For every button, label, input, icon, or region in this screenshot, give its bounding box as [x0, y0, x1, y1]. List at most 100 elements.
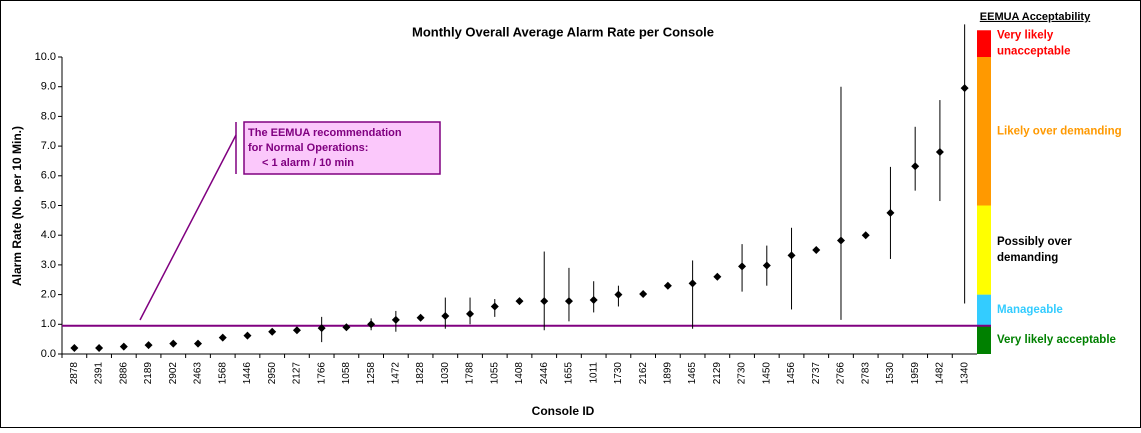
marker	[367, 320, 376, 329]
x-tick-label: 2162	[638, 362, 649, 385]
marker	[194, 339, 203, 348]
x-tick-label: 2902	[168, 362, 179, 385]
acceptability-band	[977, 325, 991, 354]
x-tick-label: 1030	[440, 362, 451, 385]
acceptability-label: Very likely acceptable	[997, 334, 1116, 346]
marker	[911, 162, 920, 171]
annotation-text: The EEMUA recommendation	[248, 127, 402, 139]
x-tick-label: 1959	[910, 362, 921, 385]
marker	[292, 326, 301, 335]
x-tick-label: 1450	[761, 362, 772, 385]
x-tick-label: 2783	[860, 362, 871, 385]
marker	[119, 342, 128, 351]
marker	[540, 297, 549, 306]
marker	[663, 281, 672, 290]
annotation-box	[243, 121, 441, 175]
marker	[836, 236, 845, 245]
marker	[95, 344, 104, 353]
marker	[738, 262, 747, 271]
x-tick-label: 2737	[811, 362, 822, 385]
x-tick-label: 1655	[564, 362, 575, 385]
y-tick-label: 5.0	[41, 199, 56, 211]
acceptability-band	[977, 30, 991, 57]
x-tick-label: 1408	[514, 362, 525, 385]
x-tick-label: 2463	[193, 362, 204, 385]
acceptability-label: unacceptable	[997, 46, 1071, 58]
marker	[614, 290, 623, 299]
marker	[713, 272, 722, 281]
x-tick-label: 1055	[489, 362, 500, 385]
acceptability-label: Very likely	[997, 30, 1054, 42]
marker	[787, 251, 796, 260]
y-tick-label: 8.0	[41, 110, 56, 122]
x-tick-label: 1456	[786, 362, 797, 385]
chart-title: Monthly Overall Average Alarm Rate per C…	[412, 24, 714, 39]
marker	[762, 261, 771, 270]
x-tick-label: 2391	[94, 362, 105, 385]
y-tick-label: 4.0	[41, 229, 56, 241]
marker	[589, 295, 598, 304]
x-tick-label: 1258	[366, 362, 377, 385]
y-tick-label: 3.0	[41, 259, 56, 271]
y-tick-label: 6.0	[41, 170, 56, 182]
acceptability-label: demanding	[997, 252, 1058, 264]
marker	[812, 246, 821, 255]
marker	[416, 313, 425, 322]
x-tick-label: 1011	[588, 362, 599, 384]
marker	[70, 344, 79, 353]
acceptability-label: Manageable	[997, 304, 1063, 316]
marker	[515, 297, 524, 306]
acceptability-band	[977, 205, 991, 295]
y-tick-label: 0.0	[41, 348, 56, 360]
marker	[342, 323, 351, 332]
marker	[391, 315, 400, 324]
y-tick-label: 1.0	[41, 318, 56, 330]
marker	[960, 84, 969, 93]
marker	[639, 290, 648, 299]
x-tick-label: 1766	[316, 362, 327, 385]
x-tick-label: 1788	[465, 362, 476, 385]
x-tick-label: 1058	[341, 362, 352, 385]
marker	[564, 297, 573, 306]
acceptability-band	[977, 57, 991, 206]
marker	[243, 331, 252, 340]
annotation-leader	[139, 134, 237, 321]
marker	[466, 309, 475, 318]
acceptability-label: Likely over demanding	[997, 125, 1122, 137]
x-tick-label: 2446	[539, 362, 550, 385]
marker	[144, 341, 153, 350]
marker	[317, 324, 326, 333]
y-axis-label: Alarm Rate (No. per 10 Min.)	[10, 126, 24, 286]
acceptability-label: Possibly over	[997, 236, 1072, 248]
x-tick-label: 1730	[613, 362, 624, 385]
marker	[169, 339, 178, 348]
x-tick-label: 2766	[836, 362, 847, 385]
x-tick-label: 1568	[217, 362, 228, 385]
y-tick-label: 2.0	[41, 289, 56, 301]
x-tick-label: 2886	[118, 362, 129, 385]
marker	[935, 148, 944, 157]
annotation-text: for Normal Operations:	[248, 142, 368, 154]
x-tick-label: 2878	[69, 362, 80, 385]
x-tick-label: 1482	[935, 362, 946, 385]
acceptability-band	[977, 294, 991, 326]
y-tick-label: 10.0	[35, 51, 56, 63]
marker	[886, 208, 895, 217]
y-tick-label: 7.0	[41, 140, 56, 152]
x-tick-label: 1465	[687, 362, 698, 385]
x-tick-label: 1340	[959, 362, 970, 385]
x-tick-label: 2127	[292, 362, 303, 385]
marker	[441, 311, 450, 320]
marker	[490, 302, 499, 311]
y-tick-label: 9.0	[41, 81, 56, 93]
x-axis-label: Console ID	[532, 404, 595, 418]
x-tick-label: 1446	[242, 362, 253, 385]
annotation-text: < 1 alarm / 10 min	[262, 157, 354, 169]
marker	[268, 327, 277, 336]
marker	[688, 279, 697, 288]
x-tick-label: 2950	[267, 362, 278, 385]
marker	[218, 333, 227, 342]
